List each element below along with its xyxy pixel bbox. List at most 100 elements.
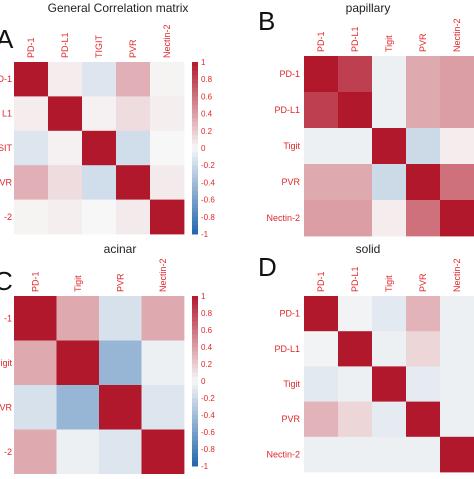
heatmap-cell xyxy=(440,164,474,201)
colorbar-segment xyxy=(192,216,198,222)
heatmap-cell xyxy=(82,62,117,97)
heatmap-cell xyxy=(406,331,441,367)
column-label: PD-1 xyxy=(316,31,326,52)
heatmap-cell xyxy=(406,164,441,201)
row-label: PVR xyxy=(0,177,12,187)
column-label: PD-1 xyxy=(316,271,326,292)
row-label: PD-L1 xyxy=(274,344,300,354)
column-label: PVR xyxy=(418,273,428,292)
heatmap-cell xyxy=(141,429,185,475)
colorbar-segment xyxy=(192,372,198,378)
column-label: TIGIT xyxy=(94,35,104,58)
heatmap-cell xyxy=(82,199,117,235)
heatmap-cell xyxy=(440,200,474,237)
column-label: PD-L1 xyxy=(350,266,360,292)
panel-title: solid xyxy=(356,242,381,256)
heatmap-cell xyxy=(440,401,474,438)
panel-letter: A xyxy=(0,24,14,54)
colorbar-tick-label: 0.8 xyxy=(201,75,213,84)
heatmap-cell xyxy=(440,56,474,93)
colorbar-segment xyxy=(192,304,198,310)
heatmap-cell xyxy=(338,401,373,438)
panel-c: acinar C PD-1 Tigit PVR Nectin-2 -1 igit VR -2 1 0.… xyxy=(0,242,215,475)
heatmap-cell xyxy=(338,56,373,93)
panel-title: papillary xyxy=(346,1,391,15)
heatmap-cell xyxy=(116,165,151,200)
colorbar-segment xyxy=(192,165,198,170)
heatmap-cell xyxy=(14,62,49,97)
row-label: -1 xyxy=(4,313,12,323)
panel-title: General Correlation matrix xyxy=(48,1,189,15)
row-label: PD-L1 xyxy=(274,105,300,115)
colorbar-segment xyxy=(192,148,198,153)
colorbar-tick-label: -1 xyxy=(201,462,209,471)
colorbar-segment xyxy=(192,156,198,162)
heatmap-cell xyxy=(372,200,407,237)
heatmap-cell xyxy=(150,62,185,97)
colorbar-segment xyxy=(192,393,198,399)
heatmap-cell xyxy=(440,366,474,402)
colorbar-segment xyxy=(192,398,198,403)
colorbar-tick-label: 0.6 xyxy=(201,326,213,335)
row-label: PD-1 xyxy=(279,309,300,319)
heatmap-cell xyxy=(116,62,151,97)
heatmap-cell xyxy=(141,296,185,341)
colorbar-segment xyxy=(192,313,198,318)
heatmap-cell xyxy=(99,296,142,341)
panel-letter: B xyxy=(258,6,275,36)
heatmap-cell xyxy=(304,92,339,129)
panel-letter: C xyxy=(0,266,13,296)
row-label: Tigit xyxy=(283,141,300,151)
colorbar-segment xyxy=(192,453,198,458)
colorbar-segment xyxy=(192,444,198,450)
colorbar-segment xyxy=(192,152,198,158)
heatmap-cell xyxy=(372,56,407,93)
heatmap-cell xyxy=(440,92,474,129)
column-label: Nectin-2 xyxy=(452,18,462,52)
colorbar-segment xyxy=(192,385,198,390)
colorbar-segment xyxy=(192,109,198,115)
heatmap-cell xyxy=(150,199,185,235)
colorbar-tick-label: -0.6 xyxy=(201,196,215,205)
colorbar-segment xyxy=(192,300,198,305)
heatmap-cell xyxy=(406,128,441,165)
heatmap-cell xyxy=(116,96,151,132)
heatmap-cell xyxy=(304,128,339,165)
heatmap-cell xyxy=(14,96,49,132)
heatmap-cell xyxy=(372,401,407,438)
colorbar-segment xyxy=(192,321,198,327)
colorbar-tick-label: 1 xyxy=(201,58,206,67)
heatmap-cell xyxy=(48,165,83,200)
colorbar-segment xyxy=(192,126,198,132)
row-label: VR xyxy=(0,402,12,412)
colorbar-segment xyxy=(192,87,198,93)
colorbar-tick-label: 0 xyxy=(201,377,206,386)
heatmap-cell xyxy=(150,130,185,166)
colorbar-segment xyxy=(192,221,198,226)
heatmap-cell xyxy=(99,429,142,475)
colorbar-segment xyxy=(192,338,198,344)
colorbar-segment xyxy=(192,436,198,441)
heatmap-cell xyxy=(48,199,83,235)
colorbar-segment xyxy=(192,229,198,235)
heatmap-cell xyxy=(116,130,151,166)
colorbar-segment xyxy=(192,191,198,196)
colorbar-tick-label: -0.8 xyxy=(201,445,215,454)
heatmap-cell xyxy=(406,436,441,473)
heatmap-cell xyxy=(406,366,441,402)
heatmap-cell xyxy=(338,92,373,129)
heatmap-cell xyxy=(338,366,373,402)
column-label: PVR xyxy=(115,273,125,292)
heatmap-cell xyxy=(406,401,441,438)
colorbar-segment xyxy=(192,122,198,127)
colorbar-tick-label: -0.2 xyxy=(201,161,215,170)
colorbar-segment xyxy=(192,359,198,365)
colorbar-segment xyxy=(192,135,198,140)
colorbar-segment xyxy=(192,347,198,352)
colorbar-tick-label: 0.4 xyxy=(201,343,213,352)
heatmap-cell xyxy=(440,128,474,165)
colorbar-tick-label: 0.2 xyxy=(201,127,213,136)
colorbar-segment xyxy=(192,79,198,84)
